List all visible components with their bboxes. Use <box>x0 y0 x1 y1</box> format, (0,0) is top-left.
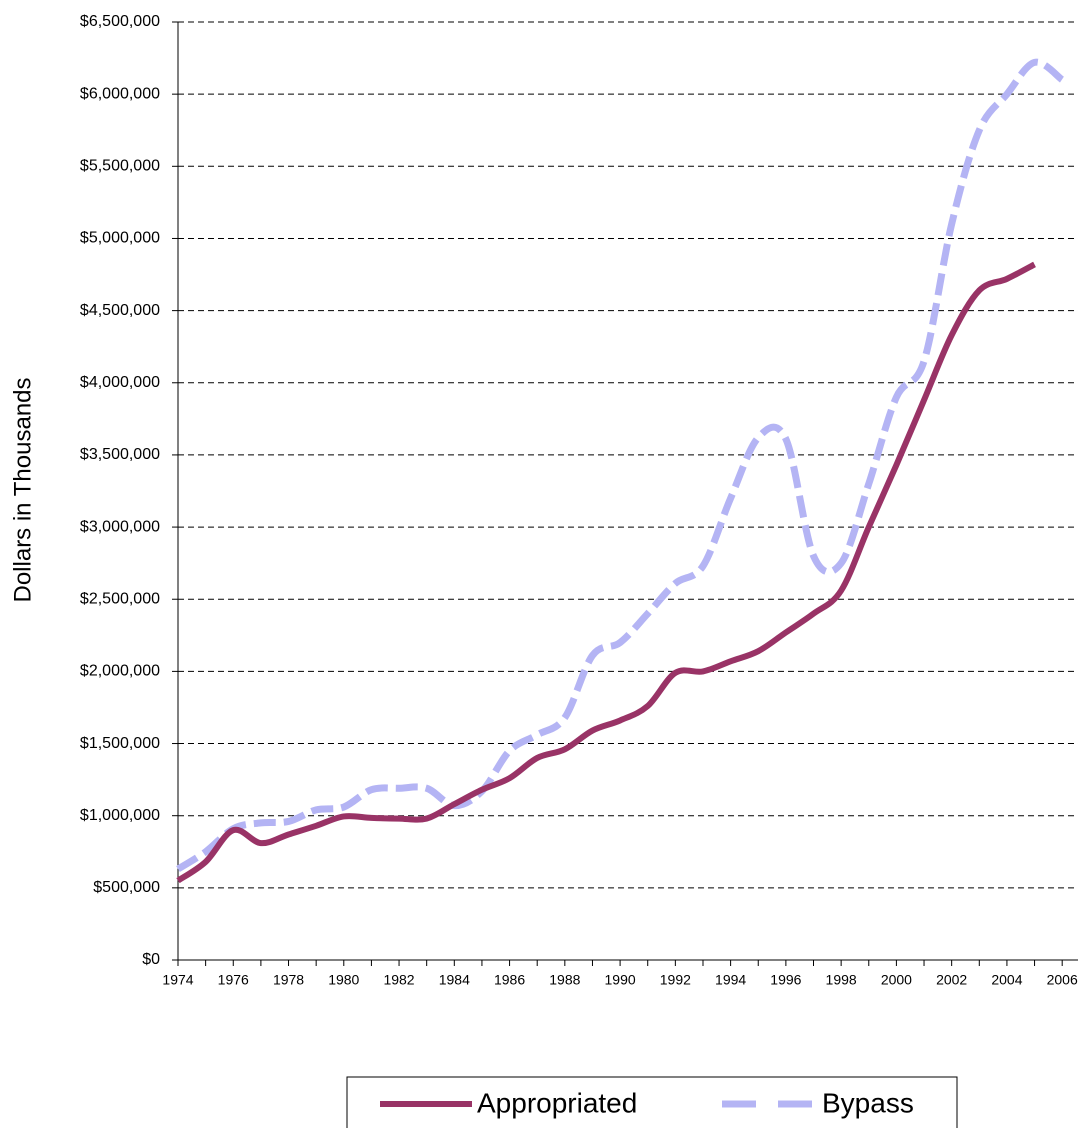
legend-label: Bypass <box>822 1087 914 1118</box>
y-tick-label: $4,000,000 <box>80 374 160 391</box>
y-tick-label: $500,000 <box>93 879 160 896</box>
y-tick-label: $4,500,000 <box>80 302 160 319</box>
x-tick-label: 1990 <box>605 972 636 988</box>
y-tick-label: $1,000,000 <box>80 807 160 824</box>
y-tick-label: $3,000,000 <box>80 518 160 535</box>
x-tick-label: 1988 <box>549 972 580 988</box>
x-tick-label: 2006 <box>1047 972 1078 988</box>
y-tick-label: $5,500,000 <box>80 158 160 175</box>
x-tick-label: 1992 <box>660 972 691 988</box>
series-line <box>176 58 1065 873</box>
series-line <box>176 261 1036 884</box>
y-tick-label: $5,000,000 <box>80 230 160 247</box>
y-axis-label: Dollars in Thousands <box>9 377 36 602</box>
y-tick-label: $6,500,000 <box>80 13 160 30</box>
x-tick-label: 2000 <box>881 972 912 988</box>
x-tick-label: 1982 <box>383 972 414 988</box>
x-tick-label: 1984 <box>439 972 470 988</box>
x-tick-label: 1994 <box>715 972 746 988</box>
legend-label: Appropriated <box>477 1087 637 1118</box>
x-tick-label: 1998 <box>826 972 857 988</box>
y-tick-label: $2,500,000 <box>80 590 160 607</box>
y-tick-label: $6,000,000 <box>80 85 160 102</box>
x-tick-label: 1978 <box>273 972 304 988</box>
y-tick-label: $1,500,000 <box>80 735 160 752</box>
x-tick-label: 2002 <box>936 972 967 988</box>
y-tick-label: $0 <box>142 951 160 968</box>
y-tick-label: $2,000,000 <box>80 663 160 680</box>
x-tick-label: 1980 <box>328 972 359 988</box>
y-tick-label: $3,500,000 <box>80 446 160 463</box>
x-tick-label: 1996 <box>770 972 801 988</box>
x-tick-label: 1974 <box>162 972 193 988</box>
x-tick-label: 1986 <box>494 972 525 988</box>
x-tick-label: 1976 <box>218 972 249 988</box>
x-tick-label: 2004 <box>991 972 1022 988</box>
